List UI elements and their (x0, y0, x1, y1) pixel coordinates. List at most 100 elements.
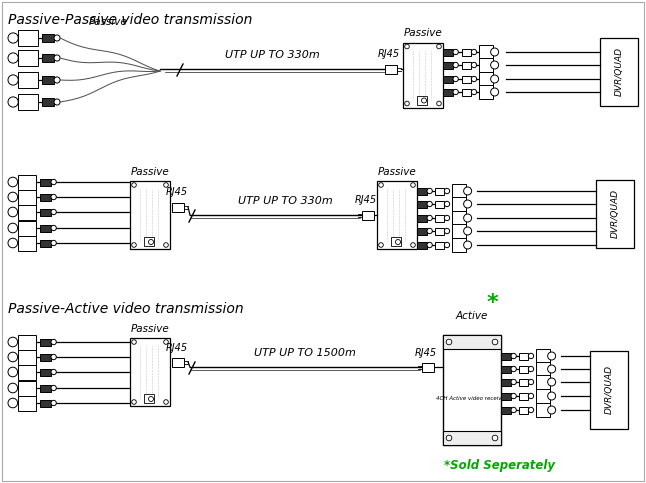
Circle shape (51, 385, 56, 391)
Circle shape (132, 340, 136, 344)
Circle shape (51, 194, 56, 199)
Circle shape (548, 352, 556, 360)
Text: RJ45: RJ45 (166, 343, 188, 353)
Bar (463, 61, 472, 69)
Circle shape (492, 339, 498, 345)
Bar (519, 379, 528, 385)
Circle shape (8, 398, 17, 408)
Bar (452, 211, 466, 225)
Bar (40, 240, 51, 246)
Circle shape (444, 188, 450, 194)
Text: RJ45: RJ45 (378, 49, 400, 59)
Text: RJ45: RJ45 (415, 348, 437, 358)
Bar (519, 407, 528, 413)
Circle shape (453, 62, 458, 68)
Bar (435, 227, 444, 235)
Circle shape (528, 393, 534, 398)
Circle shape (404, 101, 410, 106)
Bar (18, 50, 38, 66)
Bar (452, 224, 466, 238)
Circle shape (427, 228, 432, 234)
Circle shape (491, 75, 499, 83)
Bar (17, 381, 36, 396)
Circle shape (8, 238, 17, 248)
Bar (40, 369, 51, 375)
Circle shape (528, 407, 534, 412)
Text: Passive-Active video transmission: Passive-Active video transmission (8, 302, 244, 316)
Text: Passive-Passive video transmission: Passive-Passive video transmission (8, 13, 253, 27)
Circle shape (51, 369, 56, 375)
Bar (403, 43, 443, 108)
Bar (443, 88, 453, 96)
Bar (385, 65, 397, 73)
Circle shape (464, 241, 472, 249)
Circle shape (8, 352, 17, 362)
Bar (130, 181, 170, 249)
Circle shape (411, 183, 415, 187)
Circle shape (446, 339, 452, 345)
Circle shape (132, 242, 136, 247)
Bar (452, 238, 466, 252)
Circle shape (8, 223, 17, 233)
Bar (17, 189, 36, 204)
Bar (17, 174, 36, 189)
Text: RJ45: RJ45 (355, 195, 377, 205)
Bar (172, 202, 184, 212)
Bar (18, 30, 38, 46)
Bar (536, 362, 550, 376)
Circle shape (8, 53, 18, 63)
Circle shape (511, 366, 516, 371)
Circle shape (51, 209, 56, 214)
Circle shape (472, 49, 477, 55)
Circle shape (453, 49, 458, 55)
Circle shape (51, 226, 56, 231)
Bar (479, 85, 493, 99)
Bar (422, 363, 434, 371)
Bar (144, 237, 154, 246)
Bar (172, 357, 184, 367)
Bar (17, 365, 36, 380)
Bar (443, 335, 501, 349)
Circle shape (444, 228, 450, 234)
Text: Passive: Passive (404, 28, 443, 39)
Circle shape (404, 44, 410, 49)
Text: Passive: Passive (130, 324, 169, 334)
Bar (435, 187, 444, 195)
Circle shape (149, 397, 154, 401)
Circle shape (163, 242, 169, 247)
Text: DVR/QUAD: DVR/QUAD (605, 366, 614, 414)
Circle shape (453, 76, 458, 82)
Circle shape (149, 240, 154, 244)
Circle shape (427, 188, 432, 194)
Bar (417, 227, 427, 235)
Circle shape (379, 183, 383, 187)
Circle shape (51, 355, 56, 360)
Circle shape (548, 365, 556, 373)
Circle shape (437, 101, 441, 106)
Circle shape (132, 400, 136, 404)
Bar (463, 75, 472, 83)
Bar (479, 72, 493, 86)
Circle shape (464, 214, 472, 222)
Bar (40, 399, 51, 407)
Circle shape (51, 241, 56, 246)
Bar (443, 431, 501, 445)
Circle shape (51, 340, 56, 345)
Circle shape (8, 207, 17, 217)
Bar (40, 225, 51, 231)
Bar (40, 209, 51, 215)
Bar (452, 197, 466, 211)
Bar (536, 403, 550, 417)
Bar (40, 384, 51, 392)
Circle shape (427, 201, 432, 207)
Bar (501, 366, 511, 372)
Circle shape (472, 62, 477, 68)
Circle shape (54, 55, 60, 61)
Bar (501, 353, 511, 359)
Circle shape (528, 379, 534, 384)
Circle shape (411, 242, 415, 247)
Circle shape (511, 407, 516, 412)
Circle shape (163, 183, 169, 187)
Circle shape (8, 97, 18, 107)
Circle shape (8, 177, 17, 187)
